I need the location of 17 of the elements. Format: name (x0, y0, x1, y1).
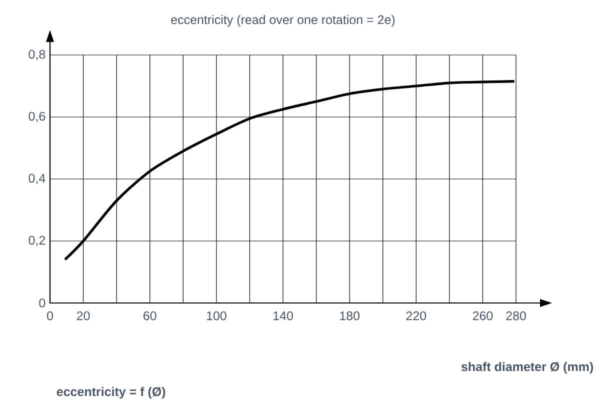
x-tick-label: 20 (76, 311, 90, 320)
x-tick-label: 60 (144, 311, 156, 320)
x-tick-label: 180 (340, 311, 360, 320)
x-tick-label: 220 (406, 311, 426, 320)
y-tick-label: 0,8 (28, 50, 46, 60)
x-tick-label: 140 (274, 311, 293, 320)
text: eccentricity = f (Ø) (56, 386, 166, 399)
x-tick-label: 100 (206, 311, 226, 320)
y-tick-label: 0,2 (28, 236, 46, 246)
x-tick-label: 0 (47, 311, 53, 320)
x-tick-label: 280 (506, 311, 526, 320)
chart-title: eccentricity (read over one rotation = 2e) (171, 14, 395, 27)
x-axis-title: shaft diameter Ø (mm) (461, 362, 594, 374)
y-tick-label: 0,6 (28, 112, 46, 122)
y-tick-label: 0 (39, 298, 46, 308)
y-tick-label: 0,4 (28, 174, 46, 184)
x-tick-label: 260 (472, 311, 493, 320)
